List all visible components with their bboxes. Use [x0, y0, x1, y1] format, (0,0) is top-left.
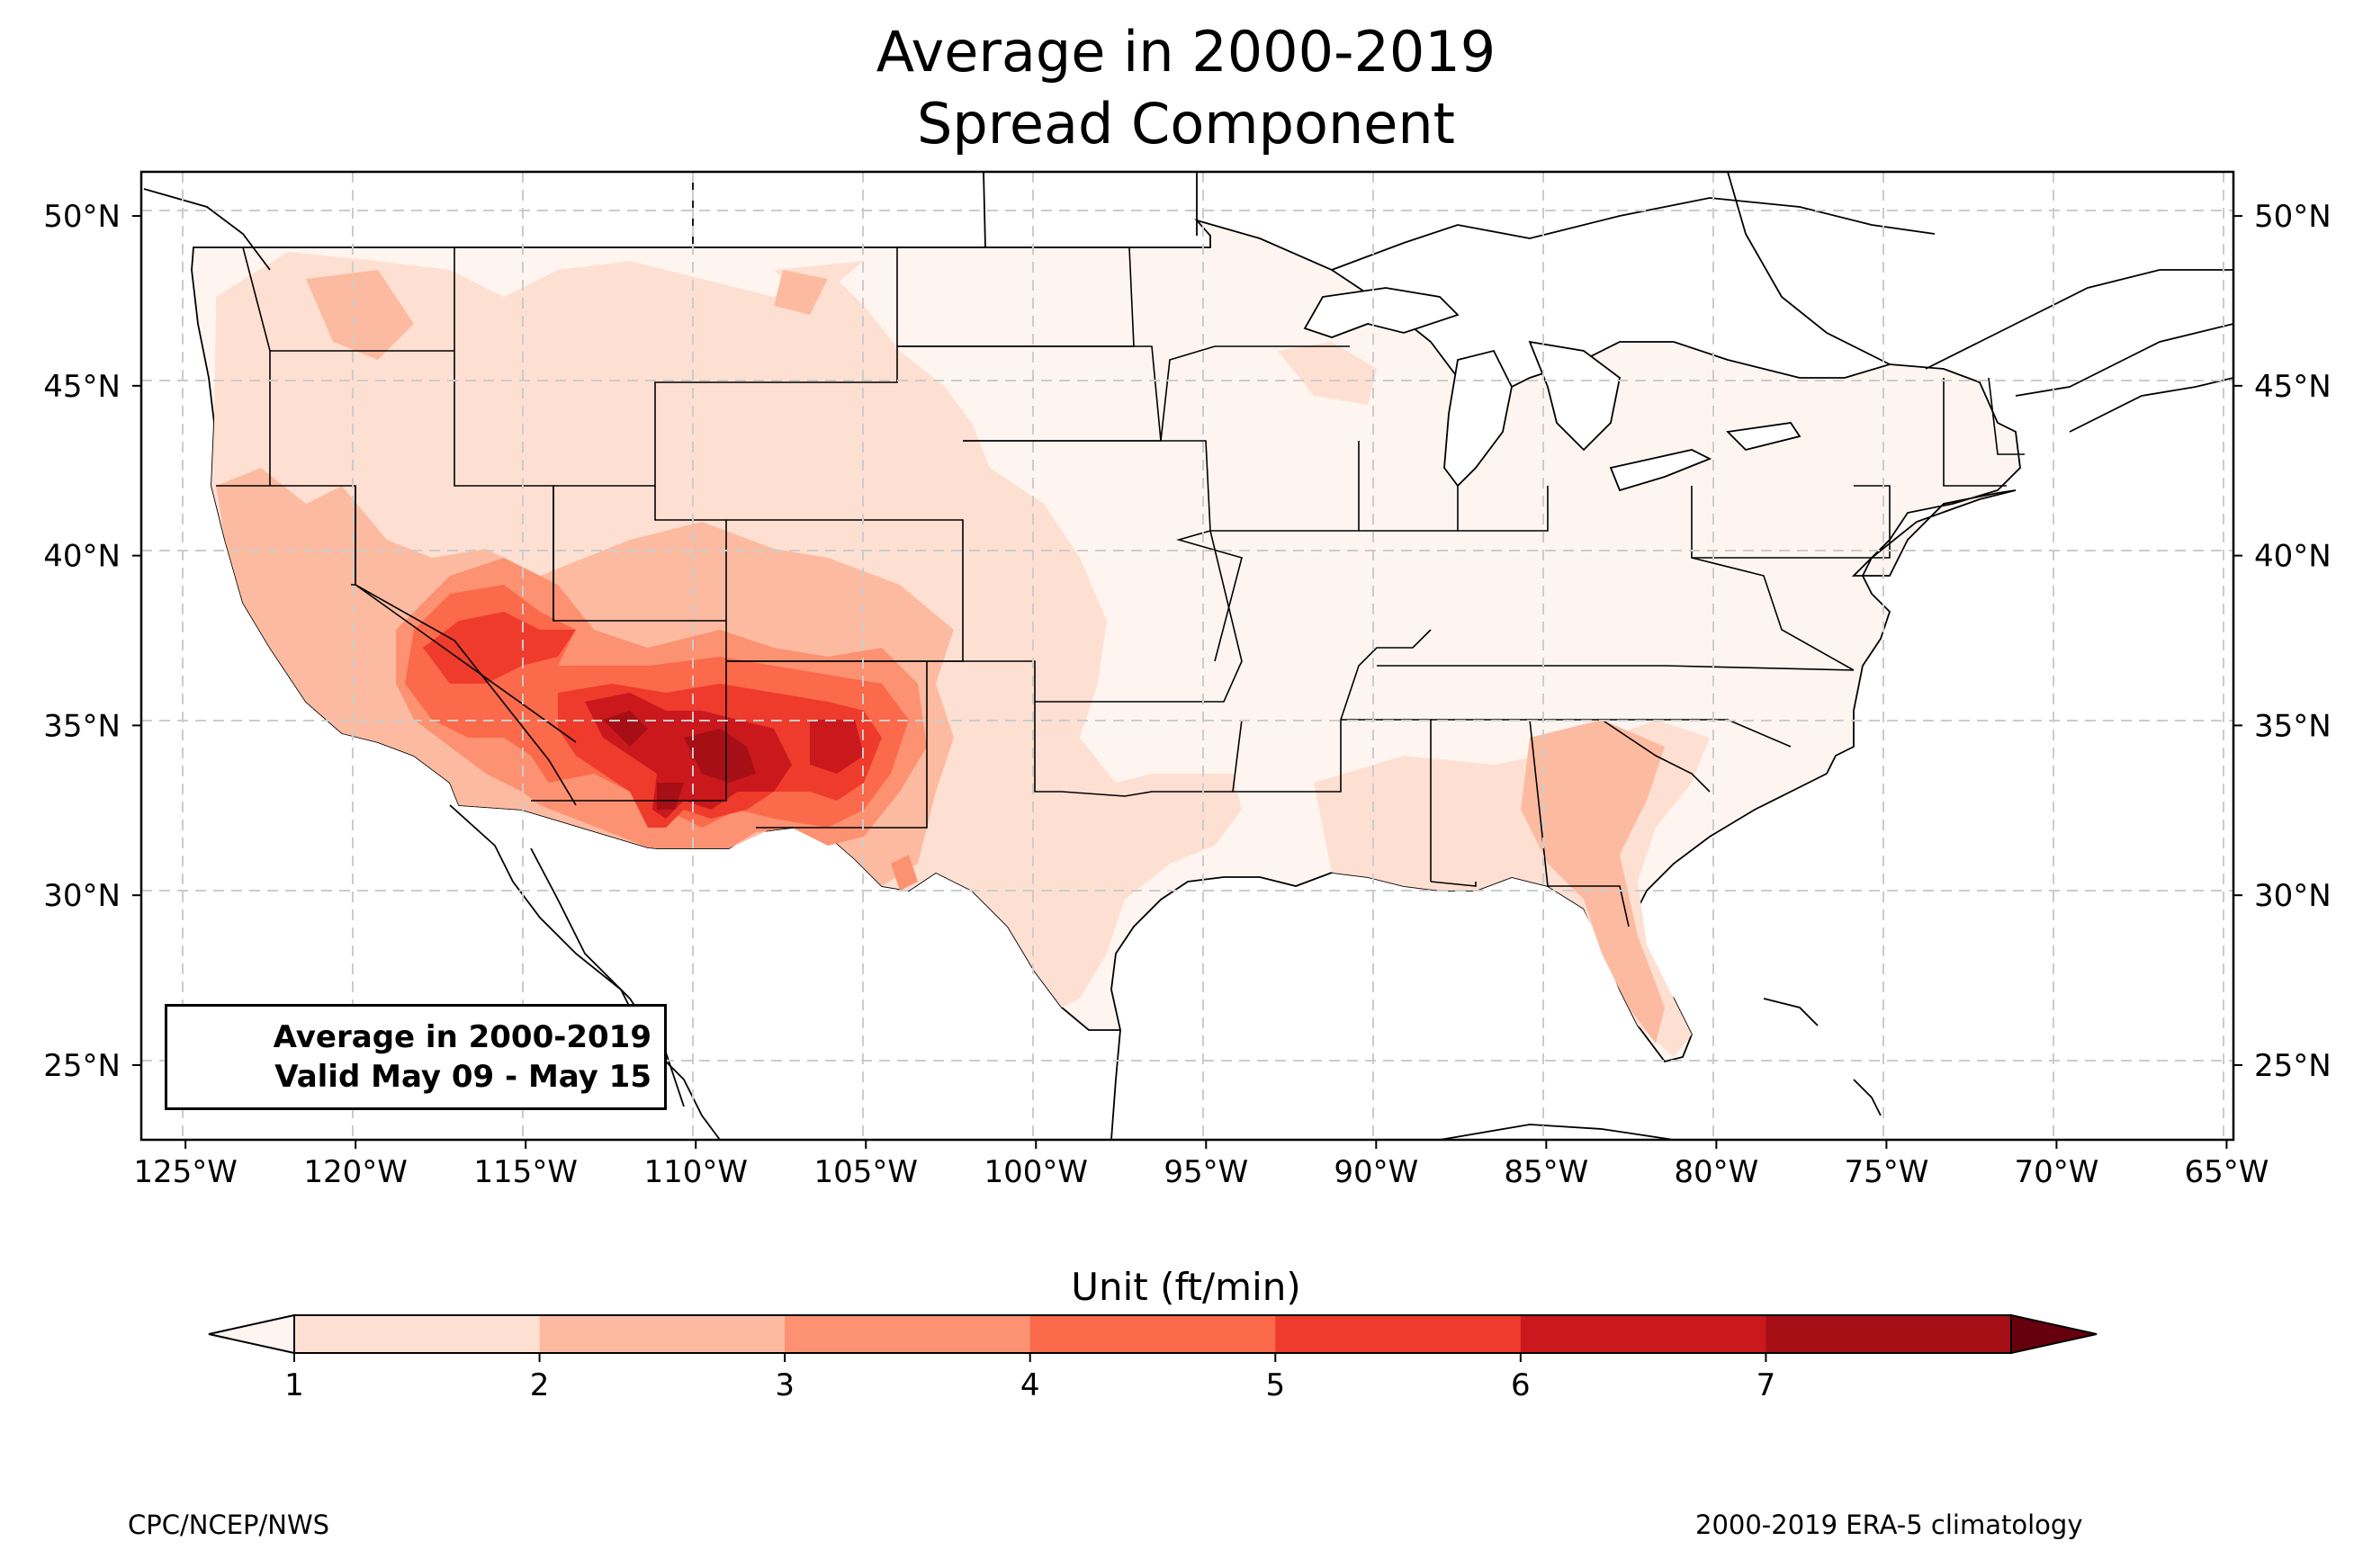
colorbar-tick-label: 7 [1757, 1367, 1776, 1403]
colorbar-segment [1520, 1315, 1766, 1353]
lat-tick-label-left: 35°N [43, 708, 121, 744]
colorbar-tick-label: 6 [1511, 1367, 1531, 1403]
lon-tick-label: 80°W [1674, 1154, 1758, 1190]
lat-tick-label-left: 40°N [43, 539, 121, 575]
info-box: Average in 2000-2019 Valid May 09 - May … [165, 1004, 667, 1110]
lon-tick-label: 85°W [1504, 1154, 1588, 1190]
lat-tick-label-right: 25°N [2254, 1048, 2332, 1084]
lat-tick-label-right: 45°N [2254, 369, 2332, 405]
colorbar: 1 2 3 4 5 6 7 [208, 1313, 2098, 1403]
lat-tick-label-left: 50°N [43, 199, 121, 235]
map-frame [139, 170, 2235, 1142]
colorbar-tick-label: 3 [775, 1367, 795, 1403]
colorbar-segment [294, 1315, 541, 1353]
state-boundaries [216, 246, 2025, 927]
colorbar-unit-label: Unit (ft/min) [1071, 1265, 1301, 1309]
lon-tick-label: 95°W [1164, 1154, 1248, 1190]
lat-tick-label-left: 30°N [43, 878, 121, 914]
colorbar-segment [785, 1315, 1031, 1353]
colorbar-frame [293, 1314, 2012, 1354]
chart-title-line2: Spread Component [917, 91, 1455, 157]
lon-tick-label: 75°W [1844, 1154, 1928, 1190]
colorbar-segment [1275, 1315, 1522, 1353]
latitude-ticks-left: 50°N 45°N 40°N 35°N 30°N 25°N [43, 199, 141, 1084]
lon-tick-label: 100°W [984, 1154, 1089, 1190]
colorbar-segment [1766, 1315, 2012, 1353]
colorbar-tick-label: 5 [1265, 1367, 1285, 1403]
lon-tick-label: 105°W [813, 1154, 918, 1190]
lon-tick-label: 90°W [1334, 1154, 1418, 1190]
lat-tick-label-left: 45°N [43, 369, 121, 405]
lon-tick-label: 125°W [133, 1154, 238, 1190]
longitude-ticks: 125°W 120°W 115°W 110°W 105°W 100°W 95°W 90°W 85… [133, 1140, 2269, 1190]
lat-tick-label-left: 25°N [43, 1048, 121, 1084]
info-box-line2: Valid May 09 - May 15 [274, 1059, 651, 1095]
lat-tick-label-right: 35°N [2254, 708, 2332, 744]
lat-tick-label-right: 50°N [2254, 199, 2332, 235]
colorbar-tick-label: 4 [1020, 1367, 1040, 1403]
latitude-ticks-right: 50°N 45°N 40°N 35°N 30°N 25°N [2233, 199, 2332, 1084]
lat-tick-label-right: 30°N [2254, 878, 2332, 914]
lon-tick-label: 65°W [2184, 1154, 2269, 1190]
footer-source: 2000-2019 ERA-5 climatology [1695, 1510, 2083, 1540]
colorbar-segment [539, 1315, 786, 1353]
great-lakes [1303, 287, 1801, 492]
country-boundaries [143, 172, 2233, 1140]
lat-tick-label-right: 40°N [2254, 539, 2332, 575]
lon-tick-label: 120°W [303, 1154, 408, 1190]
lon-tick-label: 70°W [2014, 1154, 2098, 1190]
footer-credit: CPC/NCEP/NWS [128, 1510, 330, 1540]
colorbar-tick-label: 2 [530, 1367, 550, 1403]
colorbar-under-extension [208, 1313, 295, 1355]
info-box-line1: Average in 2000-2019 [273, 1019, 651, 1055]
chart-title-line1: Average in 2000-2019 [876, 19, 1496, 85]
colorbar-segment [1029, 1315, 1276, 1353]
colorbar-over-extension [2010, 1313, 2098, 1355]
colorbar-tick-label: 1 [284, 1367, 304, 1403]
lon-tick-label: 110°W [643, 1154, 748, 1190]
lon-tick-label: 115°W [473, 1154, 578, 1190]
